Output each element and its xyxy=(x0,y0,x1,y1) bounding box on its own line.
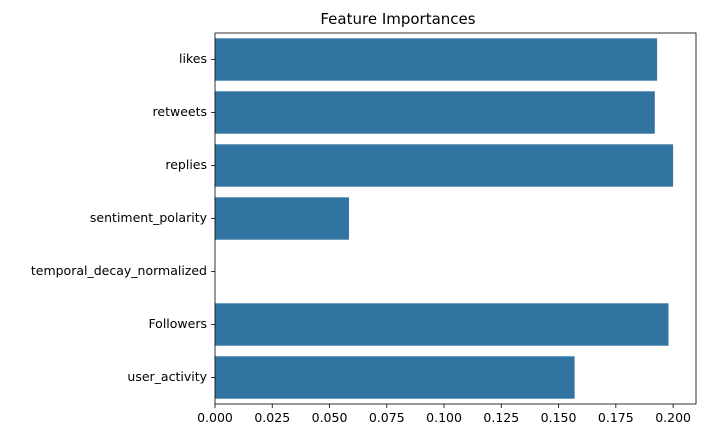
x-tick-label: 0.000 xyxy=(197,410,233,425)
x-tick-label: 0.075 xyxy=(369,410,405,425)
bar-retweets xyxy=(215,91,655,134)
bar-replies xyxy=(215,144,674,187)
y-tick-label: temporal_decay_normalized xyxy=(31,263,207,278)
x-tick-label: 0.150 xyxy=(541,410,577,425)
y-tick-label: retweets xyxy=(153,104,207,119)
y-tick-label: likes xyxy=(179,51,207,66)
y-axis-ticks: likes retweets replies sentiment_polarityte… xyxy=(31,51,215,384)
y-tick-label: sentiment_polarity xyxy=(90,210,208,225)
bars-group xyxy=(215,38,674,399)
bar-followers xyxy=(215,303,669,346)
x-tick-label: 0.125 xyxy=(483,410,519,425)
bar-user-activity xyxy=(215,356,575,399)
x-axis-ticks: 0.000 0.025 0.050 0.075 0.100 0.125 0.150 0.175… xyxy=(197,404,691,425)
x-tick-label: 0.175 xyxy=(598,410,634,425)
y-tick-label: replies xyxy=(165,157,207,172)
chart-title: Feature Importances xyxy=(320,10,475,28)
y-tick-label: user_activity xyxy=(127,369,207,384)
bar-sentiment-polarity xyxy=(215,197,349,240)
x-tick-label: 0.050 xyxy=(312,410,348,425)
y-tick-label: Followers xyxy=(148,316,207,331)
x-tick-label: 0.025 xyxy=(254,410,290,425)
bar-likes xyxy=(215,38,658,81)
x-tick-label: 0.100 xyxy=(426,410,462,425)
x-tick-label: 0.200 xyxy=(655,410,691,425)
plot-frame xyxy=(214,32,697,405)
